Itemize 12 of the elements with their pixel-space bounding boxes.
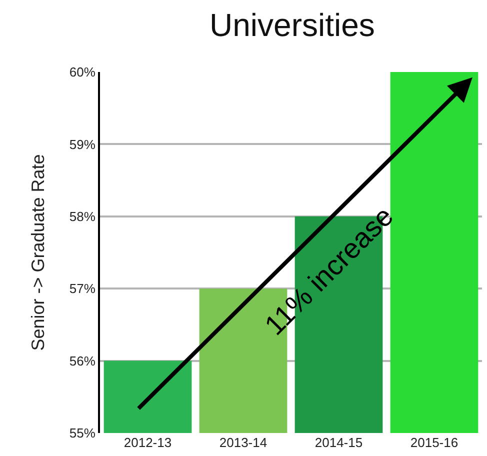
x-tick-label: 2015-16 bbox=[410, 435, 458, 450]
y-tick-label: 56% bbox=[69, 353, 96, 368]
y-tick-label: 59% bbox=[69, 136, 96, 152]
x-tick-label: 2012-13 bbox=[124, 435, 172, 450]
x-tick-label: 2013-14 bbox=[219, 435, 268, 450]
x-tick-label: 2014-15 bbox=[314, 435, 363, 450]
y-axis-title: Senior -> Graduate Rate bbox=[28, 154, 48, 351]
y-tick-label: 55% bbox=[69, 426, 96, 441]
chart-title: Universities bbox=[210, 7, 375, 44]
y-tick-label: 58% bbox=[69, 208, 96, 224]
y-tick-label: 60% bbox=[69, 64, 96, 80]
y-tick-label: 57% bbox=[69, 281, 96, 296]
